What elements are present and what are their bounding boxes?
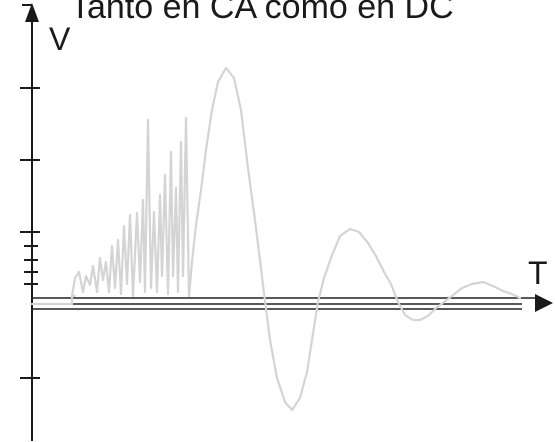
signal-start-bracket (30, 294, 77, 306)
y-axis-label: V (49, 21, 71, 57)
x-axis-arrow-icon (535, 294, 553, 312)
x-axis-lines (32, 297, 538, 310)
signal-damped-oscillation (187, 66, 522, 412)
x-axis-label: T (528, 255, 548, 291)
signal-waveform (30, 66, 522, 412)
signal-noisy-section (70, 116, 191, 298)
diagram-title: Tanto en CA como en DC (70, 0, 454, 26)
y-axis-ticks (20, 87, 40, 379)
y-axis-arrow-icon (25, 3, 39, 22)
